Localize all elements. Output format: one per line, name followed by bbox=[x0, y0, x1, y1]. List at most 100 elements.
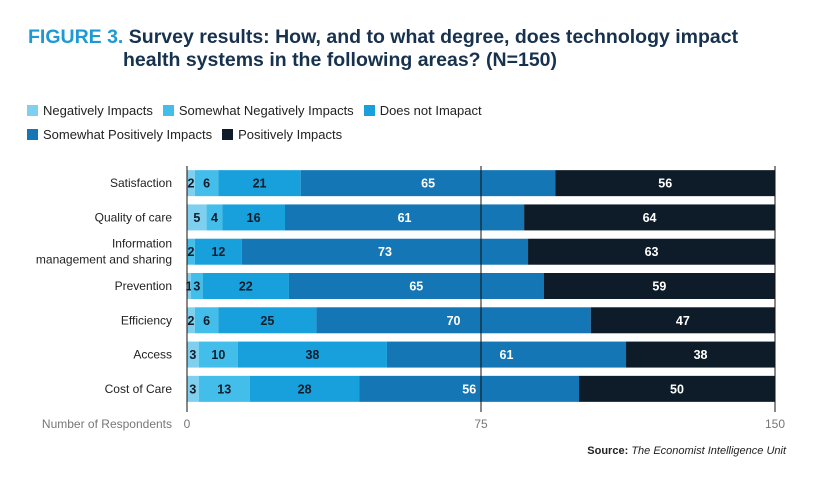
data-label: 65 bbox=[421, 177, 435, 191]
bar-segment bbox=[198, 341, 238, 368]
legend-item-somewhat-positively: Somewhat Positively Impacts bbox=[27, 127, 212, 142]
category-label: Cost of Care bbox=[105, 382, 173, 396]
data-label: 65 bbox=[409, 280, 423, 294]
legend-row-2: Somewhat Positively Impacts Positively I… bbox=[27, 122, 587, 146]
bar-segment bbox=[579, 375, 775, 402]
source-note: Source: The Economist Intelligence Unit bbox=[587, 445, 786, 457]
bar-segment bbox=[187, 273, 191, 299]
bar-segment bbox=[194, 238, 242, 265]
category-label: Information bbox=[112, 237, 172, 251]
data-label: 3 bbox=[189, 348, 196, 362]
bar-segment bbox=[285, 204, 525, 231]
data-label: 61 bbox=[500, 348, 514, 362]
legend-row-1: Negatively Impacts Somewhat Negatively I… bbox=[27, 98, 587, 122]
data-label: 13 bbox=[217, 382, 231, 396]
bar-segment bbox=[187, 204, 207, 231]
category-label: Prevention bbox=[115, 279, 172, 293]
data-label: 1 bbox=[185, 280, 192, 294]
bar-segment bbox=[202, 273, 289, 299]
legend-item-negatively: Negatively Impacts bbox=[27, 103, 153, 118]
bar-segment bbox=[194, 307, 219, 334]
x-axis-label: Number of Respondents bbox=[42, 417, 172, 431]
bar-segment bbox=[543, 273, 775, 299]
legend-label: Negatively Impacts bbox=[43, 102, 153, 118]
legend-item-somewhat-negatively: Somewhat Negatively Impacts bbox=[162, 102, 354, 118]
bar-segment bbox=[190, 273, 203, 299]
legend-swatch bbox=[363, 104, 375, 116]
bar-segment bbox=[187, 170, 195, 197]
bar-segment bbox=[300, 170, 556, 197]
data-label: 70 bbox=[447, 314, 461, 328]
data-label: 3 bbox=[189, 382, 196, 396]
legend-label: Somewhat Negatively Impacts bbox=[178, 102, 354, 118]
bar-segment bbox=[359, 375, 579, 402]
figure-label: FIGURE 3. bbox=[28, 26, 124, 48]
data-label: 73 bbox=[378, 245, 392, 259]
legend: Negatively Impacts Somewhat Negatively I… bbox=[27, 98, 587, 146]
bar-segment bbox=[237, 341, 387, 368]
bar-segment bbox=[288, 273, 544, 299]
data-label: 28 bbox=[298, 382, 312, 396]
x-tick-label: 150 bbox=[765, 417, 785, 431]
bar-segment bbox=[187, 341, 199, 368]
bar-segment bbox=[187, 307, 195, 334]
data-label: 47 bbox=[676, 314, 690, 328]
category-label: Satisfaction bbox=[110, 176, 172, 190]
data-label: 12 bbox=[211, 245, 225, 259]
data-label: 38 bbox=[694, 348, 708, 362]
bar-segment bbox=[386, 341, 627, 368]
bar-segment bbox=[626, 341, 775, 368]
legend-swatch bbox=[162, 104, 174, 116]
bar-segment bbox=[187, 375, 199, 402]
bar-segment bbox=[222, 204, 285, 231]
legend-label: Somewhat Positively Impacts bbox=[43, 126, 213, 142]
legend-swatch bbox=[27, 104, 38, 116]
chart-title: FIGURE 3. Survey results: How, and to wh… bbox=[28, 26, 798, 72]
data-label: 56 bbox=[658, 177, 672, 191]
data-label: 2 bbox=[187, 245, 194, 259]
data-label: 21 bbox=[253, 177, 267, 191]
legend-label: Does not Imapact bbox=[379, 102, 482, 118]
data-label: 10 bbox=[211, 348, 225, 362]
data-label: 22 bbox=[239, 280, 253, 294]
data-label: 2 bbox=[187, 314, 194, 328]
data-label: 2 bbox=[187, 177, 194, 191]
data-label: 3 bbox=[193, 280, 200, 294]
x-tick-label: 0 bbox=[184, 417, 191, 431]
category-label: Efficiency bbox=[121, 313, 172, 327]
bar-segment bbox=[524, 204, 775, 231]
bar-segment bbox=[241, 238, 529, 265]
title-line-2: health systems in the following areas? (… bbox=[123, 49, 557, 71]
source-text: The Economist Intelligence Unit bbox=[631, 445, 786, 457]
data-label: 56 bbox=[462, 382, 476, 396]
bar-segment bbox=[194, 170, 219, 197]
title-line-1: Survey results: How, and to what degree,… bbox=[128, 26, 739, 48]
legend-item-no-impact: Does not Imapact bbox=[363, 102, 482, 118]
bar-segment bbox=[249, 375, 360, 402]
data-label: 63 bbox=[645, 245, 659, 259]
legend-swatch bbox=[222, 128, 234, 140]
x-tick-label: 75 bbox=[474, 417, 488, 431]
category-label: Access bbox=[133, 348, 172, 362]
legend-label: Positively Impacts bbox=[238, 126, 343, 142]
data-label: 4 bbox=[211, 211, 218, 225]
data-label: 64 bbox=[643, 211, 657, 225]
bar-segment bbox=[316, 307, 591, 334]
bar-segment bbox=[528, 238, 775, 265]
data-label: 6 bbox=[203, 314, 210, 328]
category-label: Quality of care bbox=[95, 210, 173, 224]
legend-item-positively: Positively Impacts bbox=[222, 127, 342, 142]
data-label: 5 bbox=[193, 211, 200, 225]
data-label: 38 bbox=[305, 348, 319, 362]
data-label: 59 bbox=[652, 280, 666, 294]
data-label: 61 bbox=[398, 211, 412, 225]
bar-segment bbox=[555, 170, 775, 197]
bar-segment bbox=[206, 204, 223, 231]
data-label: 16 bbox=[247, 211, 261, 225]
data-label: 50 bbox=[670, 382, 684, 396]
bar-segment bbox=[590, 307, 775, 334]
category-label: management and sharing bbox=[36, 253, 172, 267]
bar-segment bbox=[198, 375, 250, 402]
data-label: 25 bbox=[260, 314, 274, 328]
